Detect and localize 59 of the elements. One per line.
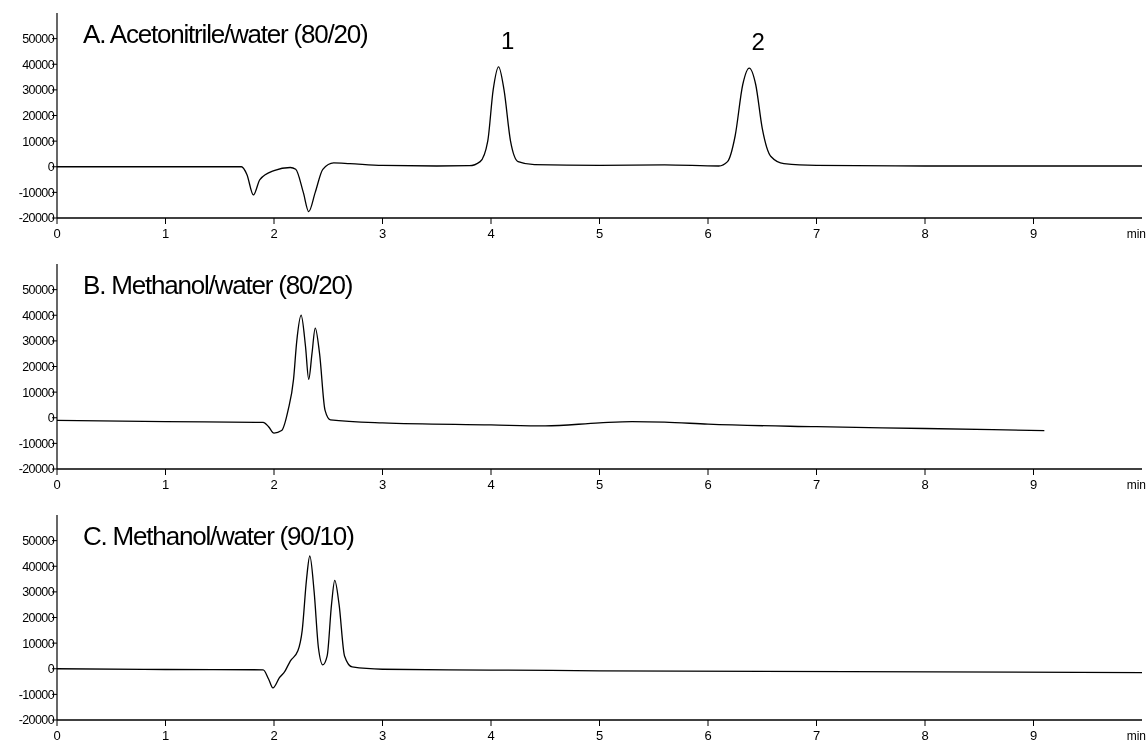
y-tick-label: 10000 [22, 636, 55, 651]
y-tick-label: 30000 [22, 83, 55, 98]
chart-title: B. Methanol/water (80/20) [83, 270, 353, 300]
x-tick-label: 6 [704, 226, 712, 241]
x-tick-label: 7 [812, 477, 821, 492]
x-tick-label: 8 [921, 226, 929, 241]
x-tick-label: 1 [161, 477, 170, 492]
chart-title: A. Acetonitrile/water (80/20) [83, 19, 369, 49]
x-tick-label: 9 [1029, 226, 1038, 241]
x-tick-label: 8 [921, 728, 929, 743]
x-axis-title: min [1126, 227, 1146, 241]
x-tick-label: 3 [378, 226, 387, 241]
x-axis-title: min [1126, 729, 1146, 743]
annotation: 2 [751, 28, 765, 56]
y-tick-label: -20000 [18, 462, 55, 477]
chart-title: C. Methanol/water (90/10) [83, 521, 355, 551]
x-tick-label: 7 [812, 226, 821, 241]
y-tick-label: 30000 [22, 585, 55, 600]
x-tick-label: 6 [704, 477, 712, 492]
y-tick-label: 40000 [22, 57, 55, 72]
x-tick-label: 9 [1029, 477, 1038, 492]
y-tick-label: 30000 [22, 334, 55, 349]
y-tick-label: -10000 [18, 185, 55, 200]
y-tick-label: -20000 [18, 713, 55, 728]
y-tick-label: 10000 [22, 134, 55, 149]
y-tick-label: 0 [47, 160, 55, 175]
x-tick-label: 4 [487, 477, 495, 492]
y-tick-label: 20000 [22, 359, 55, 374]
x-tick-label: 2 [270, 226, 278, 241]
y-tick-label: 50000 [22, 283, 55, 297]
y-tick-label: -10000 [18, 436, 55, 451]
y-tick-label: 50000 [22, 32, 55, 46]
x-tick-label: 3 [378, 477, 387, 492]
x-tick-label: 9 [1029, 728, 1038, 743]
x-tick-label: 3 [378, 728, 387, 743]
x-tick-label: 4 [487, 728, 495, 743]
y-tick-label: 0 [47, 411, 55, 426]
x-tick-label: 4 [487, 226, 495, 241]
x-tick-label: 6 [704, 728, 712, 743]
y-tick-label: 50000 [22, 534, 55, 548]
y-tick-label: 20000 [22, 108, 55, 123]
y-tick-label: -10000 [18, 687, 55, 702]
x-tick-label: 2 [270, 477, 278, 492]
y-tick-label: 40000 [22, 308, 55, 323]
x-tick-label: 7 [812, 728, 821, 743]
x-tick-label: 5 [595, 226, 604, 241]
y-tick-label: 0 [47, 662, 55, 677]
x-tick-label: 1 [161, 226, 170, 241]
y-tick-label: 10000 [22, 385, 55, 400]
y-tick-label: 20000 [22, 610, 55, 625]
x-tick-label: 8 [921, 477, 929, 492]
x-axis-title: min [1126, 478, 1146, 492]
x-tick-label: 1 [161, 728, 170, 743]
x-tick-label: 5 [595, 477, 604, 492]
y-tick-label: -20000 [18, 211, 55, 226]
x-tick-label: 2 [270, 728, 278, 743]
annotation: 1 [500, 27, 515, 55]
x-tick-label: 5 [595, 728, 604, 743]
y-tick-label: 40000 [22, 559, 55, 574]
